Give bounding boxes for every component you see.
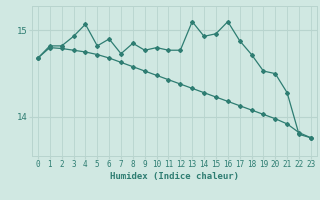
X-axis label: Humidex (Indice chaleur): Humidex (Indice chaleur): [110, 172, 239, 181]
